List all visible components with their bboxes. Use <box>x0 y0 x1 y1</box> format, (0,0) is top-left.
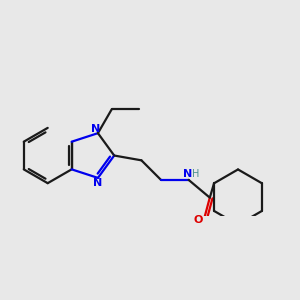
Text: N: N <box>91 124 100 134</box>
Text: N: N <box>93 178 103 188</box>
Text: N: N <box>183 169 192 179</box>
Text: H: H <box>192 169 199 179</box>
Text: O: O <box>194 215 203 225</box>
